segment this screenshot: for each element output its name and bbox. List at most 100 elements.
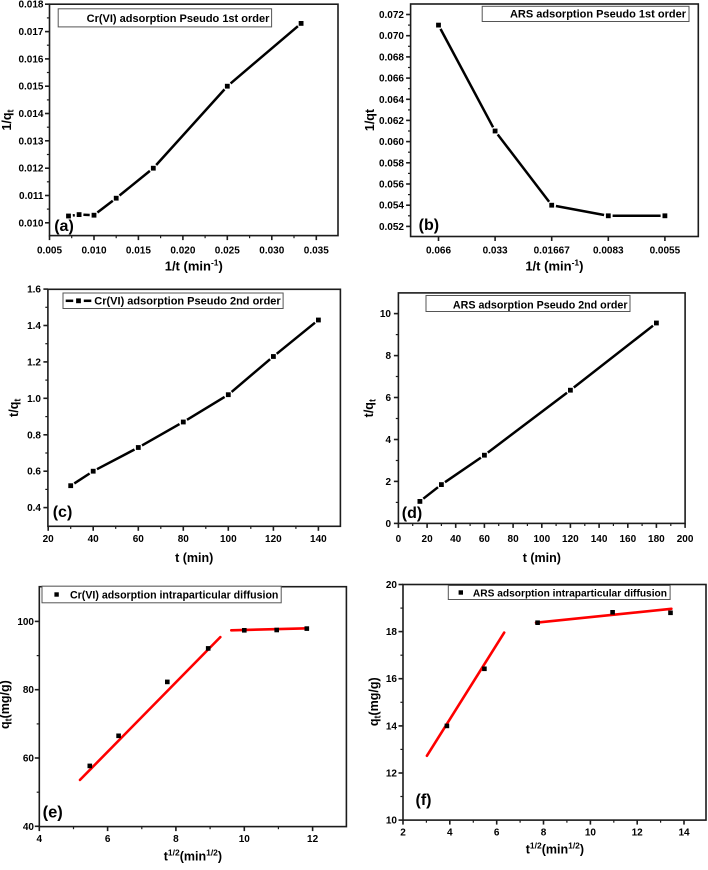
svg-text:8: 8	[541, 828, 547, 839]
svg-text:1.0: 1.0	[27, 394, 41, 405]
svg-text:(e): (e)	[43, 804, 63, 822]
svg-text:1.2: 1.2	[27, 357, 41, 368]
svg-text:16: 16	[386, 674, 398, 685]
svg-text:(a): (a)	[54, 218, 74, 235]
svg-text:1.6: 1.6	[27, 285, 41, 296]
svg-text:ARS adsorption intraparticular: ARS adsorption intraparticular diffusion	[473, 588, 667, 599]
svg-text:0.066: 0.066	[426, 245, 451, 256]
svg-text:4: 4	[37, 834, 43, 845]
svg-text:0.4: 0.4	[27, 503, 41, 514]
svg-text:0.066: 0.066	[379, 74, 404, 85]
svg-text:0.0055: 0.0055	[650, 245, 681, 256]
svg-text:14: 14	[386, 721, 398, 732]
svg-text:80: 80	[23, 685, 35, 696]
svg-text:4: 4	[447, 828, 453, 839]
svg-text:0.8: 0.8	[27, 430, 41, 441]
svg-text:0.014: 0.014	[18, 109, 43, 120]
svg-text:10: 10	[386, 816, 398, 827]
svg-text:60: 60	[23, 754, 35, 765]
svg-text:ARS adsorption Pseudo 2nd orde: ARS adsorption Pseudo 2nd order	[453, 300, 628, 312]
svg-text:140: 140	[310, 534, 327, 545]
svg-text:0.015: 0.015	[18, 82, 43, 93]
svg-text:2: 2	[385, 477, 391, 488]
svg-text:0.062: 0.062	[379, 116, 404, 127]
svg-text:1/qt: 1/qt	[363, 108, 377, 131]
svg-text:160: 160	[619, 534, 636, 545]
svg-text:100: 100	[17, 617, 34, 628]
svg-text:0.010: 0.010	[18, 218, 43, 229]
svg-text:4: 4	[385, 435, 391, 446]
svg-text:Cr(VI) adsorption Pseudo 2nd o: Cr(VI) adsorption Pseudo 2nd order	[94, 296, 281, 308]
svg-text:0.013: 0.013	[18, 136, 43, 147]
svg-text:0.017: 0.017	[18, 27, 43, 38]
svg-text:8: 8	[385, 351, 391, 362]
svg-text:(c): (c)	[53, 504, 73, 521]
svg-text:0.056: 0.056	[379, 180, 404, 191]
svg-text:0.033: 0.033	[483, 245, 508, 256]
svg-text:80: 80	[508, 534, 520, 545]
svg-text:12: 12	[386, 769, 398, 780]
svg-text:Cr(VI) adsorption intraparticu: Cr(VI) adsorption intraparticular diffus…	[70, 590, 278, 602]
svg-text:0.010: 0.010	[81, 245, 106, 256]
svg-text:6: 6	[385, 393, 391, 404]
svg-text:qt(mg/g): qt(mg/g)	[367, 677, 383, 726]
svg-text:40: 40	[450, 534, 462, 545]
svg-text:10: 10	[380, 309, 392, 320]
svg-text:60: 60	[133, 534, 145, 545]
svg-text:10: 10	[585, 828, 597, 839]
svg-text:0.025: 0.025	[215, 245, 240, 256]
svg-text:200: 200	[677, 534, 694, 545]
svg-text:10: 10	[239, 834, 251, 845]
svg-text:0.005: 0.005	[37, 245, 62, 256]
svg-text:0.01667: 0.01667	[534, 245, 571, 256]
svg-text:120: 120	[265, 534, 282, 545]
svg-text:0.011: 0.011	[19, 191, 44, 202]
svg-text:0.020: 0.020	[170, 245, 195, 256]
svg-text:(d): (d)	[402, 505, 422, 522]
svg-text:14: 14	[678, 828, 690, 839]
svg-text:0.016: 0.016	[18, 54, 43, 65]
svg-text:0.052: 0.052	[379, 222, 404, 233]
svg-text:12: 12	[632, 828, 644, 839]
svg-text:60: 60	[479, 534, 491, 545]
svg-text:180: 180	[648, 534, 665, 545]
svg-text:120: 120	[562, 534, 579, 545]
svg-text:0.072: 0.072	[379, 10, 404, 21]
svg-text:ARS adsorption Pseudo 1st orde: ARS adsorption Pseudo 1st order	[510, 9, 687, 21]
svg-text:t (min): t (min)	[175, 551, 213, 565]
svg-text:(f): (f)	[416, 792, 432, 809]
svg-text:0.060: 0.060	[379, 137, 404, 148]
svg-text:8: 8	[173, 834, 179, 845]
svg-text:0.068: 0.068	[379, 52, 404, 63]
svg-text:140: 140	[591, 534, 608, 545]
svg-text:0.012: 0.012	[18, 164, 43, 175]
svg-text:20: 20	[43, 534, 55, 545]
svg-text:0: 0	[396, 534, 402, 545]
svg-text:40: 40	[23, 822, 35, 833]
svg-text:0: 0	[385, 519, 391, 530]
svg-text:qt(mg/g): qt(mg/g)	[0, 680, 14, 729]
svg-text:20: 20	[422, 534, 434, 545]
svg-text:0.0083: 0.0083	[593, 245, 624, 256]
svg-text:0.015: 0.015	[126, 245, 151, 256]
svg-text:100: 100	[220, 534, 237, 545]
svg-text:0.018: 0.018	[18, 0, 43, 11]
svg-text:(b): (b)	[419, 217, 439, 234]
svg-text:0.035: 0.035	[304, 245, 329, 256]
svg-text:0.070: 0.070	[379, 31, 404, 42]
svg-text:0.6: 0.6	[27, 467, 41, 478]
svg-text:100: 100	[533, 534, 550, 545]
svg-text:12: 12	[307, 834, 319, 845]
svg-text:t (min): t (min)	[523, 551, 561, 565]
svg-text:18: 18	[386, 627, 398, 638]
svg-text:20: 20	[386, 580, 398, 591]
svg-text:40: 40	[88, 534, 100, 545]
svg-text:1.4: 1.4	[27, 321, 41, 332]
svg-text:6: 6	[105, 834, 111, 845]
svg-text:Cr(VI) adsorption Pseudo 1st o: Cr(VI) adsorption Pseudo 1st order	[87, 13, 270, 25]
svg-text:0.058: 0.058	[379, 158, 404, 169]
svg-text:1/qt: 1/qt	[0, 109, 16, 130]
svg-text:2: 2	[400, 828, 406, 839]
svg-text:0.064: 0.064	[379, 95, 404, 106]
svg-text:0.030: 0.030	[259, 245, 284, 256]
